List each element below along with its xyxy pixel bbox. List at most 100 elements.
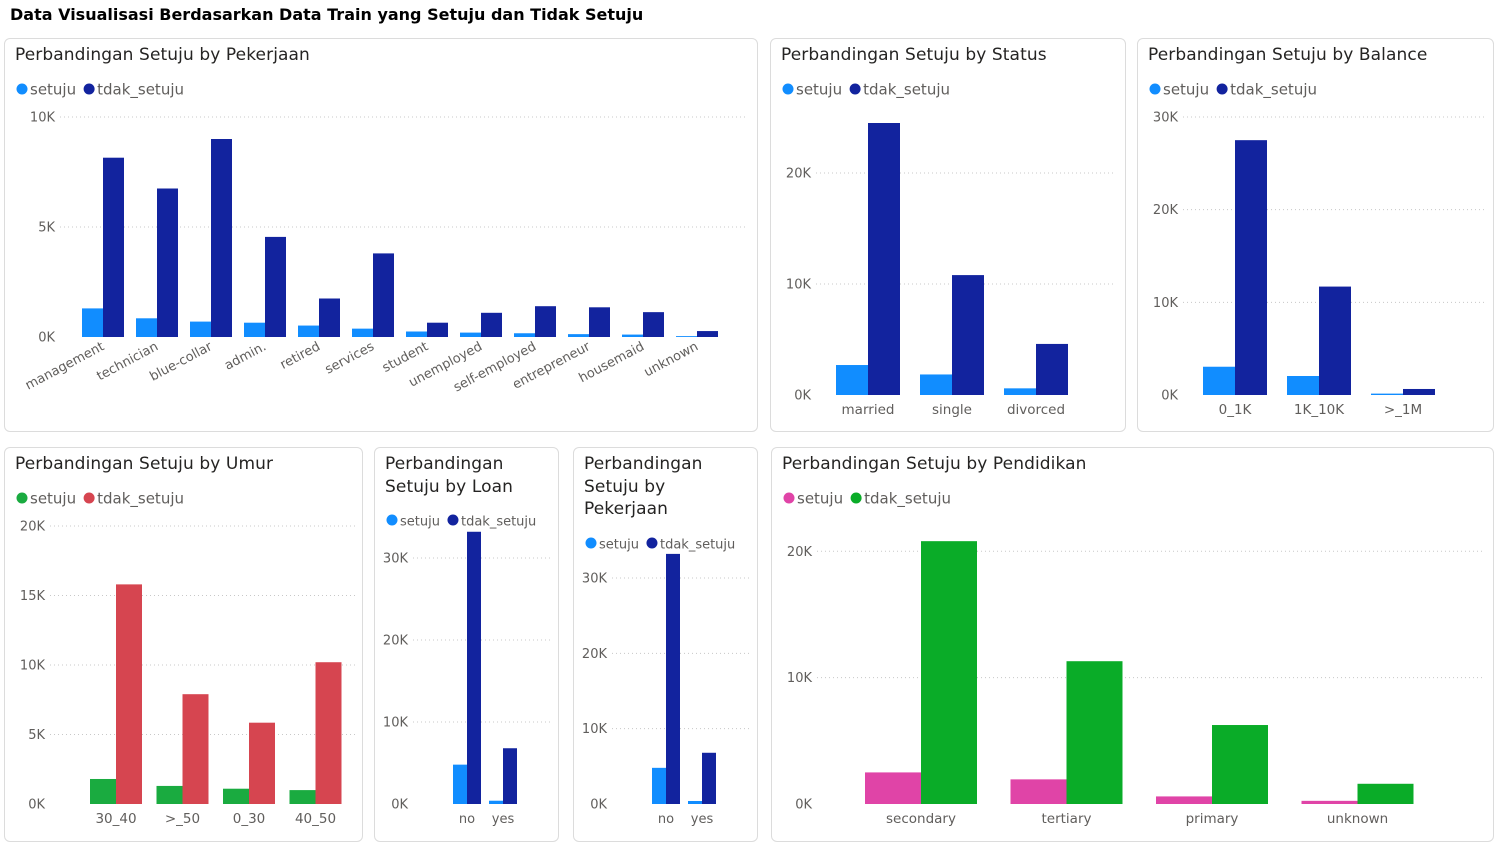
bar-admin-setuju	[244, 322, 265, 337]
bar-services-tdak-setuju	[373, 253, 394, 337]
y-tick-label-10k: 10K	[786, 277, 812, 292]
legend-item-setuju: setuju	[783, 490, 843, 508]
legend-label-tdak-setuju: tdak_setuju	[864, 490, 951, 509]
legend-item-tdak-setuju: tdak_setuju	[850, 490, 951, 509]
chart-title-pendidikan: Perbandingan Setuju by Pendidikan	[782, 454, 1087, 474]
x-tick-label-divorced: divorced	[1007, 402, 1065, 418]
chart-card-balance[interactable]: Perbandingan Setuju by Balance setuju tda…	[1137, 38, 1494, 432]
bar-blue-collar-setuju	[190, 321, 211, 337]
bar-admin-tdak-setuju	[265, 236, 286, 337]
x-tick-label-yes: yes	[492, 812, 515, 827]
bar-no-tdak-setuju	[467, 531, 481, 804]
bar-yes-tdak-setuju	[503, 748, 517, 804]
legend-marker-setuju	[782, 83, 794, 95]
legend-item-tdak-setuju: tdak_setuju	[447, 514, 536, 530]
bar-housemaid-tdak-setuju	[643, 312, 664, 337]
bar-unknown-tdak-setuju	[1357, 783, 1414, 804]
legend-label-tdak-setuju: tdak_setuju	[1230, 81, 1317, 100]
x-tick-label-blue-collar: blue-collar	[147, 339, 215, 385]
y-tick-label-0k: 0K	[795, 798, 812, 813]
y-tick-label-20k: 20K	[787, 545, 813, 560]
legend-item-setuju: setuju	[16, 81, 76, 99]
bar-no-setuju	[453, 764, 467, 804]
bar-unemployed-setuju	[460, 332, 481, 337]
bar-primary-tdak-setuju	[1212, 725, 1268, 804]
bar-entrepreneur-setuju	[568, 334, 589, 337]
y-tick-label-30k: 30K	[582, 572, 608, 587]
bar-0-30-setuju	[223, 788, 249, 804]
y-tick-label-20k: 20K	[383, 634, 409, 649]
bar-student-tdak-setuju	[427, 322, 448, 337]
y-tick-label-5k: 5K	[28, 728, 45, 743]
bar-40-50-tdak-setuju	[315, 662, 342, 804]
bar-primary-setuju	[1156, 796, 1212, 804]
legend-item-setuju: setuju	[782, 81, 842, 99]
y-tick-label-5k: 5K	[38, 221, 55, 236]
bar-1k-10k-tdak-setuju	[1319, 286, 1351, 395]
bar-tertiary-setuju	[1010, 779, 1067, 804]
legend-item-setuju: setuju	[1149, 81, 1209, 99]
bar-student-setuju	[406, 331, 427, 337]
chart-svg-status: setuju tdak_setuju 0K 10K 20K married single di…	[782, 81, 1116, 418]
legend-label-setuju: setuju	[797, 490, 843, 508]
legend-label-setuju: setuju	[1163, 81, 1209, 99]
chart-title-pekerjaan: Perbandingan Setuju by Pekerjaan	[15, 45, 310, 65]
legend-marker-tdak-setuju	[447, 514, 459, 526]
chart-card-umur[interactable]: Perbandingan Setuju by Umur setuju tdak_s…	[4, 447, 363, 842]
legend-label-setuju: setuju	[30, 490, 76, 508]
x-tick-label-no: no	[658, 812, 674, 827]
bar-technician-tdak-setuju	[157, 188, 178, 337]
x-tick-label-50: >_50	[165, 811, 200, 827]
chart-svg-pekerjaan: setuju tdak_setuju0K5K10Kmanagementtechni…	[16, 81, 747, 395]
legend-label-tdak-setuju: tdak_setuju	[97, 490, 184, 509]
y-tick-label-0k: 0K	[28, 798, 45, 813]
x-tick-label-services: services	[323, 339, 377, 377]
chart-card-pekerjaan[interactable]: Perbandingan Setuju by Pekerjaan setuju t…	[4, 38, 758, 432]
chart-title-status: Perbandingan Setuju by Status	[781, 45, 1047, 65]
chart-svg-umur: setuju tdak_setuju 0K 5K 10K 15K 20K 30_40 >_50 0…	[16, 490, 355, 827]
bar-30-40-tdak-setuju	[116, 584, 142, 804]
chart-card-pekerjaan2[interactable]: Perbandingan Setuju by Pekerjaan setuju t…	[573, 447, 758, 842]
legend-item-tdak-setuju: tdak_setuju	[83, 490, 184, 509]
y-tick-label-20k: 20K	[582, 647, 608, 662]
y-tick-label-20k: 20K	[786, 166, 812, 181]
legend-marker-tdak-setuju	[850, 492, 862, 504]
legend-marker-tdak-setuju	[83, 492, 95, 504]
chart-svg-pekerjaan2: setuju tdak_setuju 0K 10K 20K 30K no yes	[582, 537, 751, 827]
legend-item-tdak-setuju: tdak_setuju	[646, 537, 735, 553]
legend-label-tdak-setuju: tdak_setuju	[97, 81, 184, 100]
legend-item-setuju: setuju	[585, 537, 639, 553]
x-tick-label-admin: admin.	[222, 339, 269, 373]
legend-marker-tdak-setuju	[1216, 83, 1228, 95]
x-tick-label-1k-10k: 1K_10K	[1294, 402, 1345, 418]
legend-item-tdak-setuju: tdak_setuju	[849, 81, 950, 100]
x-tick-label-management: management	[23, 339, 107, 393]
bar-secondary-tdak-setuju	[921, 541, 977, 804]
x-tick-label-retired: retired	[278, 339, 323, 372]
x-tick-label-primary: primary	[1186, 811, 1239, 827]
y-tick-label-10k: 10K	[787, 671, 813, 686]
bar-unknown-setuju	[676, 336, 697, 337]
bar-single-setuju	[920, 374, 952, 395]
legend-label-setuju: setuju	[796, 81, 842, 99]
y-tick-label-0k: 0K	[1161, 389, 1178, 404]
y-tick-label-30k: 30K	[1153, 111, 1179, 126]
chart-svg-pendidikan: setuju tdak_setuju 0K 10K 20K secondary tertia…	[783, 490, 1484, 827]
bar-divorced-setuju	[1004, 388, 1036, 395]
legend-marker-setuju	[585, 537, 597, 549]
x-tick-label-unknown: unknown	[1327, 811, 1388, 827]
bar-married-tdak-setuju	[868, 123, 900, 395]
y-tick-label-0k: 0K	[590, 798, 607, 813]
legend-item-tdak-setuju: tdak_setuju	[83, 81, 184, 100]
chart-card-loan[interactable]: Perbandingan Setuju by Loan setuju tdak_s…	[374, 447, 559, 842]
chart-card-status[interactable]: Perbandingan Setuju by Status setuju tdak…	[770, 38, 1126, 432]
chart-card-pendidikan[interactable]: Perbandingan Setuju by Pendidikan setuju…	[771, 447, 1494, 842]
bar-divorced-tdak-setuju	[1036, 343, 1068, 395]
legend-marker-tdak-setuju	[83, 83, 95, 95]
y-tick-label-0k: 0K	[391, 798, 408, 813]
y-tick-label-10k: 10K	[30, 111, 56, 126]
bar-1m-tdak-setuju	[1403, 388, 1435, 395]
bar-technician-setuju	[136, 318, 157, 337]
bar-retired-setuju	[298, 325, 319, 337]
y-tick-label-0k: 0K	[794, 389, 811, 404]
